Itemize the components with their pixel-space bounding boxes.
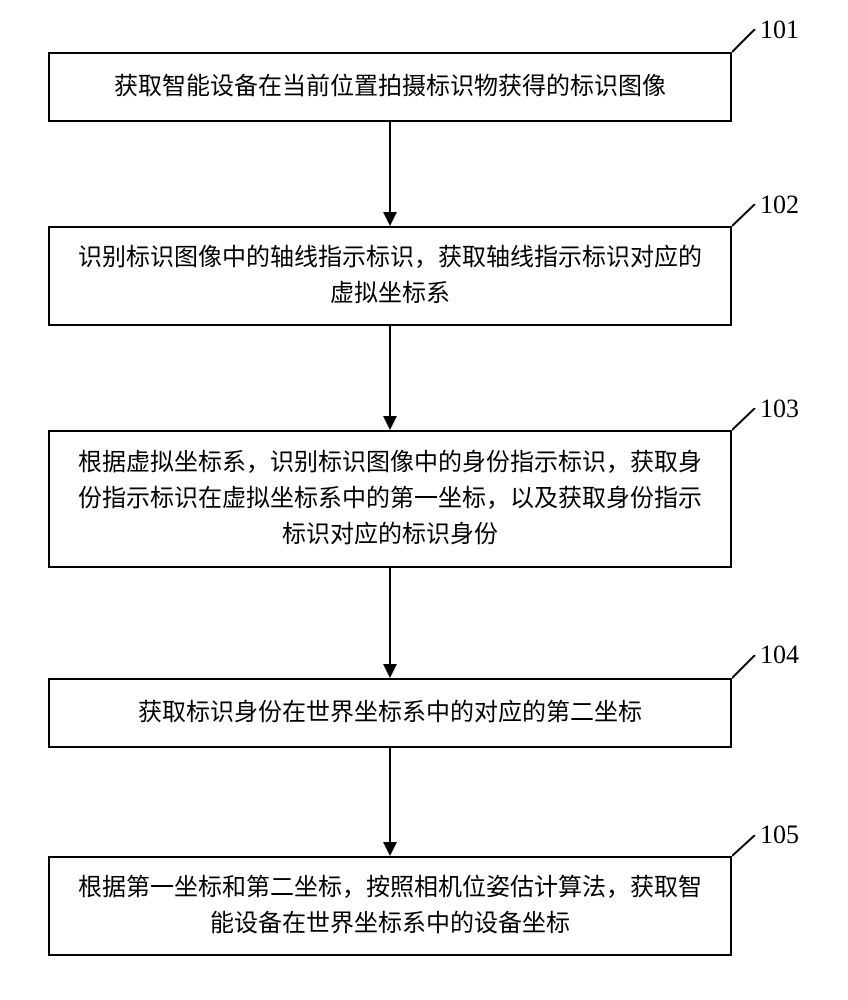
leader-104 [732,655,757,680]
step-105-text: 根据第一坐标和第二坐标，按照相机位姿估计算法，获取智能设备在世界坐标系中的设备坐… [70,870,710,942]
leader-102 [732,204,757,229]
step-104-label: 104 [760,640,799,670]
step-101-text: 获取智能设备在当前位置拍摄标识物获得的标识图像 [114,69,666,105]
step-102: 识别标识图像中的轴线指示标识，获取轴线指示标识对应的虚拟坐标系 [48,226,732,326]
step-105-label: 105 [760,820,799,850]
step-104-text: 获取标识身份在世界坐标系中的对应的第二坐标 [138,695,642,731]
step-103: 根据虚拟坐标系，识别标识图像中的身份指示标识，获取身份指示标识在虚拟坐标系中的第… [48,430,732,568]
flowchart-container: 获取智能设备在当前位置拍摄标识物获得的标识图像 101 识别标识图像中的轴线指示… [0,0,848,1000]
step-103-label: 103 [760,394,799,424]
arrow-101-102 [380,122,400,226]
step-104: 获取标识身份在世界坐标系中的对应的第二坐标 [48,678,732,748]
leader-103 [732,408,757,433]
step-101: 获取智能设备在当前位置拍摄标识物获得的标识图像 [48,52,732,122]
step-102-text: 识别标识图像中的轴线指示标识，获取轴线指示标识对应的虚拟坐标系 [70,240,710,312]
leader-105 [732,835,757,860]
leader-101 [732,29,757,54]
step-101-label: 101 [760,15,799,45]
step-105: 根据第一坐标和第二坐标，按照相机位姿估计算法，获取智能设备在世界坐标系中的设备坐… [48,856,732,956]
arrow-102-103 [380,326,400,430]
arrow-104-105 [380,748,400,856]
arrow-103-104 [380,568,400,678]
step-102-label: 102 [760,190,799,220]
step-103-text: 根据虚拟坐标系，识别标识图像中的身份指示标识，获取身份指示标识在虚拟坐标系中的第… [70,445,710,553]
